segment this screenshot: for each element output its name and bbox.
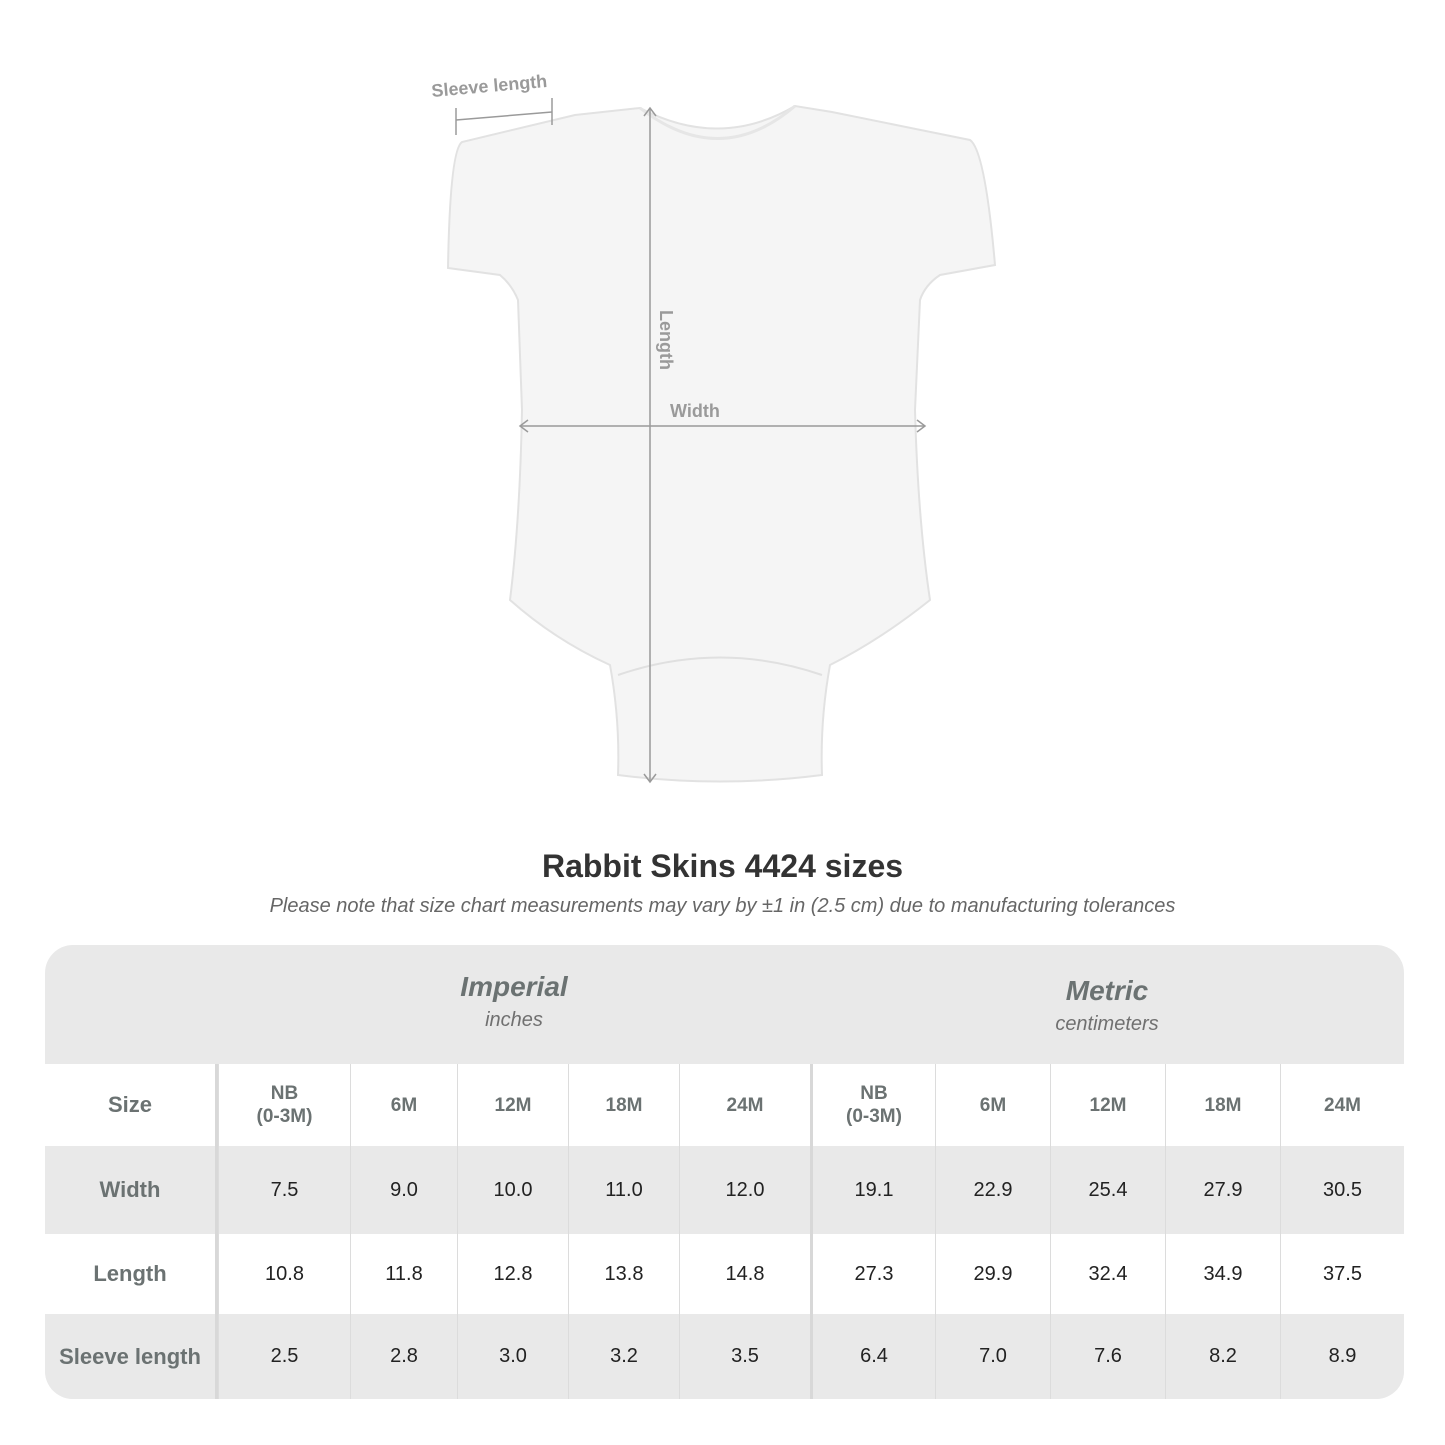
- size-header: 6M: [935, 1064, 1050, 1146]
- imperial-value: 2.5: [218, 1314, 350, 1399]
- tolerance-note: Please note that size chart measurements…: [269, 895, 1176, 917]
- chart-title: Rabbit Skins 4424 sizes: [541, 848, 904, 884]
- metric-value: 22.9: [935, 1146, 1050, 1234]
- row-label: Sleeve length: [45, 1314, 218, 1399]
- imperial-value: 10.0: [457, 1146, 568, 1234]
- imperial-unit: inches: [485, 1009, 543, 1031]
- onesie-neckline: [639, 104, 796, 140]
- imperial-title: Imperial: [460, 971, 568, 1002]
- size-header: 24M: [1280, 1064, 1404, 1146]
- imperial-value: 13.8: [568, 1234, 679, 1314]
- metric-value: 19.1: [810, 1146, 935, 1234]
- metric-value: 25.4: [1050, 1146, 1165, 1234]
- imperial-value: 12.8: [457, 1234, 568, 1314]
- size-header: 18M: [568, 1064, 679, 1146]
- metric-value: 7.6: [1050, 1314, 1165, 1399]
- width-label: Width: [670, 401, 720, 421]
- size-header: 6M: [350, 1064, 457, 1146]
- imperial-value: 12.0: [679, 1146, 810, 1234]
- imperial-value: 11.0: [568, 1146, 679, 1234]
- table-row: Length 10.8 11.8 12.8 13.8 14.8 27.3 29.9 32.4 34…: [45, 1234, 1404, 1314]
- metric-title: Metric: [1065, 975, 1149, 1006]
- row-label: Width: [45, 1146, 218, 1234]
- size-header: 24M: [679, 1064, 810, 1146]
- table-row: Width 7.5 9.0 10.0 11.0 12.0 19.1 22.9 25.4 27.9 3…: [45, 1146, 1404, 1234]
- onesie-garment: [446, 104, 997, 783]
- metric-unit: centimeters: [1055, 1013, 1159, 1035]
- row-label: Size: [45, 1064, 218, 1146]
- sleeve-length-label: Sleeve length: [431, 71, 548, 101]
- imperial-header: Imperial inches: [218, 945, 810, 1064]
- imperial-value: 11.8: [350, 1234, 457, 1314]
- metric-value: 32.4: [1050, 1234, 1165, 1314]
- length-label: Length: [656, 310, 676, 370]
- metric-value: 7.0: [935, 1314, 1050, 1399]
- metric-value: 6.4: [810, 1314, 935, 1399]
- size-header: NB (0-3M): [218, 1064, 350, 1146]
- imperial-value: 14.8: [679, 1234, 810, 1314]
- imperial-value: 10.8: [218, 1234, 350, 1314]
- onesie-snap-flap: [617, 656, 823, 676]
- metric-header: Metric centimeters: [810, 945, 1404, 1064]
- size-header: 18M: [1165, 1064, 1280, 1146]
- size-header: 12M: [1050, 1064, 1165, 1146]
- metric-value: 8.2: [1165, 1314, 1280, 1399]
- size-header: 12M: [457, 1064, 568, 1146]
- imperial-value: 7.5: [218, 1146, 350, 1234]
- imperial-value: 2.8: [350, 1314, 457, 1399]
- onesie-diagram: Sleeve length Length Width: [431, 71, 997, 784]
- metric-value: 37.5: [1280, 1234, 1404, 1314]
- metric-value: 29.9: [935, 1234, 1050, 1314]
- metric-value: 30.5: [1280, 1146, 1404, 1234]
- imperial-value: 3.0: [457, 1314, 568, 1399]
- metric-value: 8.9: [1280, 1314, 1404, 1399]
- size-table: Imperial inches Metric centimeters Size N…: [45, 945, 1404, 1399]
- size-header-row: Size NB (0-3M) 6M 12M 18M 24M NB (0-3M) 6M 12M 18…: [45, 1064, 1404, 1146]
- measurement-lines: [455, 98, 927, 784]
- imperial-value: 3.2: [568, 1314, 679, 1399]
- metric-value: 34.9: [1165, 1234, 1280, 1314]
- imperial-value: 9.0: [350, 1146, 457, 1234]
- metric-value: 27.9: [1165, 1146, 1280, 1234]
- size-header: NB (0-3M): [810, 1064, 935, 1146]
- imperial-value: 3.5: [679, 1314, 810, 1399]
- table-row: Sleeve length 2.5 2.8 3.0 3.2 3.5 6.4 7.0 7.6 8.2…: [45, 1314, 1404, 1399]
- row-label: Length: [45, 1234, 218, 1314]
- metric-value: 27.3: [810, 1234, 935, 1314]
